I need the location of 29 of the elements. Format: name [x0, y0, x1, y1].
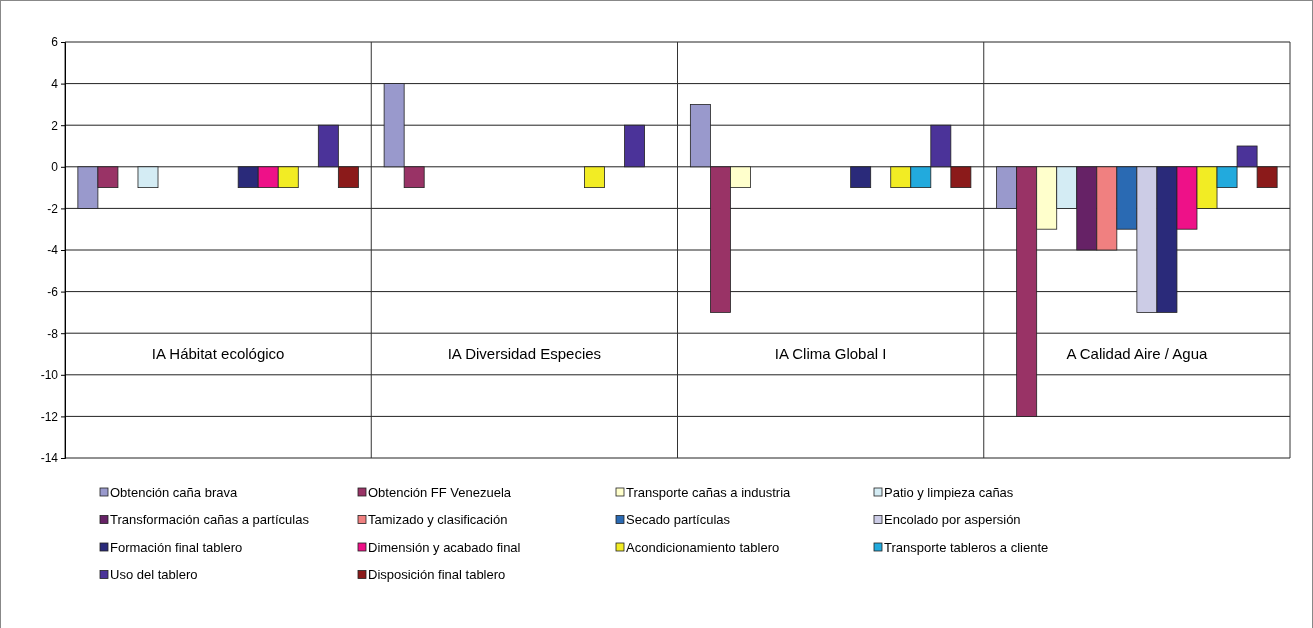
y-tick-label: -10	[40, 368, 59, 383]
legend-label: Dimensión y acabado final	[368, 539, 521, 555]
x-tick-label: IA Diversidad Especies	[447, 345, 602, 362]
legend-label: Uso del tablero	[110, 567, 198, 582]
y-tick-label: -4	[47, 243, 59, 258]
y-tick-label: 0	[51, 160, 59, 175]
legend-label: Formación final tablero	[110, 539, 243, 555]
x-tick-label: A Calidad Aire / Agua	[1066, 345, 1208, 362]
legend-label: Encolado por aspersión	[884, 512, 1021, 527]
legend-label: Obtención FF Venezuela	[368, 484, 512, 500]
y-tick-label: -8	[47, 326, 59, 341]
y-tick-label: 2	[51, 118, 59, 133]
y-tick-label: -2	[47, 201, 59, 216]
legend-label: Transporte tableros a cliente	[884, 539, 1049, 555]
y-tick-label: -12	[40, 409, 59, 424]
legend-label: Acondicionamiento tablero	[626, 539, 780, 555]
x-tick-label: IA Clima Global I	[774, 345, 887, 362]
legend-label: Patio y limpieza cañas	[884, 484, 1014, 500]
legend-label: Secado partículas	[626, 512, 731, 527]
legend-label: Obtención caña brava	[110, 484, 238, 500]
legend-label: Transporte cañas a industria	[626, 484, 792, 500]
y-tick-label: -6	[47, 284, 59, 299]
y-tick-label: -14	[40, 451, 59, 466]
y-tick-label: 6	[51, 35, 59, 50]
x-tick-label: IA Hábitat ecológico	[151, 345, 285, 362]
legend-label: Tamizado y clasificación	[368, 512, 508, 527]
y-tick-label: 4	[51, 76, 59, 91]
legend-label: Transformación cañas a partículas	[110, 512, 310, 527]
legend-label: Disposición final tablero	[368, 567, 506, 582]
